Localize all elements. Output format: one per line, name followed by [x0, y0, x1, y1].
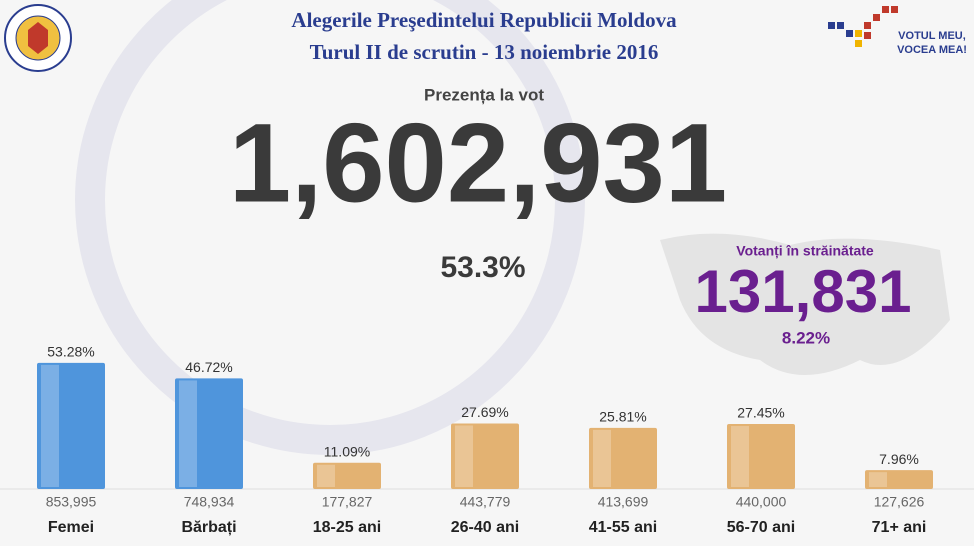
value-label: 27.69% — [461, 404, 508, 420]
title: Alegerile Preşedintelui Republicii Moldo… — [291, 8, 677, 32]
bar-highlight — [593, 429, 611, 487]
bar-highlight — [317, 464, 335, 487]
x-tick-label: Femei — [48, 519, 94, 536]
bar — [175, 378, 243, 489]
count-label: 443,779 — [460, 494, 511, 510]
bar — [313, 462, 381, 489]
watermark-seal — [75, 0, 585, 455]
abroad-total: 131,831 — [695, 258, 912, 325]
turnout-total: 1,602,931 — [229, 101, 727, 226]
value-label: 25.81% — [599, 409, 646, 425]
value-label: 27.45% — [737, 405, 784, 421]
abroad-label: Votanți în străinătate — [736, 243, 874, 259]
slogan: VOCEA MEA! — [897, 44, 967, 56]
turnout-label: Prezența la vot — [424, 85, 544, 104]
bar — [451, 423, 519, 489]
bar — [589, 427, 657, 489]
bar-highlight — [41, 364, 59, 487]
x-tick-label: 41-55 ani — [589, 519, 657, 536]
turnout-percent: 53.3% — [440, 251, 525, 284]
bar-highlight — [455, 425, 473, 487]
bar-highlight — [731, 426, 749, 487]
bar — [727, 424, 795, 489]
count-label: 127,626 — [874, 494, 925, 510]
count-label: 413,699 — [598, 494, 649, 510]
value-label: 7.96% — [879, 451, 919, 467]
value-label: 46.72% — [185, 359, 232, 375]
bar — [37, 362, 105, 489]
count-label: 440,000 — [736, 494, 787, 510]
x-tick-label: 26-40 ani — [451, 519, 519, 536]
world-map — [660, 233, 950, 375]
count-label: 748,934 — [184, 494, 235, 510]
count-label: 177,827 — [322, 494, 373, 510]
count-label: 853,995 — [46, 494, 97, 510]
slogan: VOTUL MEU, — [898, 30, 966, 42]
bar — [865, 470, 933, 489]
abroad-percent: 8.22% — [782, 328, 830, 347]
value-label: 11.09% — [324, 443, 370, 459]
bar-highlight — [869, 472, 887, 487]
x-tick-label: Bărbați — [181, 519, 236, 536]
x-tick-label: 56-70 ani — [727, 519, 795, 536]
value-label: 53.28% — [47, 344, 94, 360]
seal-logo — [4, 4, 72, 72]
x-tick-label: 71+ ani — [872, 519, 927, 536]
subtitle: Turul II de scrutin - 13 noiembrie 2016 — [310, 40, 659, 64]
x-tick-label: 18-25 ani — [313, 519, 381, 536]
vote-logo — [828, 6, 898, 47]
bar-highlight — [179, 380, 197, 487]
